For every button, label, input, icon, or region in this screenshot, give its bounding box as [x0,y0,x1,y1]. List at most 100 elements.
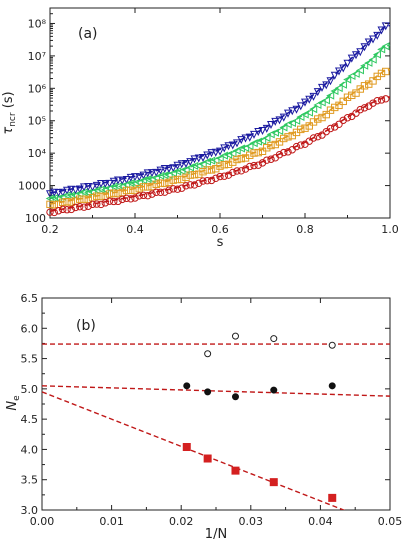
panel-a-data-point [182,182,190,190]
panel-a-data-point [212,165,220,173]
panel-a-data-point [126,179,135,188]
panel-a-data-point [322,110,330,119]
panel-a-data-point [258,126,267,135]
panel-a-data-point [360,43,369,52]
panel-a-data-point [105,184,114,193]
panel-a-data-point [84,183,93,192]
panel-a-data-point [245,142,254,151]
panel-a-data-point [152,188,160,196]
panel-a-data-point [229,168,237,177]
panel-a-data-point [321,96,330,105]
panel-a-data-point [194,154,203,163]
panel-b-x-tick-label: 0.05 [378,515,403,528]
panel-a-data-point [292,105,301,114]
panel-a-data-point [356,48,365,57]
panel-a-data-point [186,181,194,189]
panel-a-data-point [215,147,225,156]
panel-a-data-point [297,141,305,149]
panel-a-data-point [254,148,262,157]
panel-a-data-point [156,179,165,187]
panel-a-data-point [280,148,288,157]
panel-a-y-tick-label: 10⁷ [28,50,46,63]
panel-a-data-point [173,185,182,193]
panel-a-data-point [270,128,279,137]
panel-a-data-point [67,198,75,206]
panel-a-data-point [165,186,173,194]
panel-a-y-tick-label: 10⁶ [28,82,47,95]
panel-b-data-point [231,393,239,401]
panel-a-data-point [279,113,288,122]
panel-a-data-point [156,188,165,196]
panel-a-data-point [296,112,305,121]
panel-a-data-point [228,141,237,150]
panel-b-y-tick-label: 5.5 [21,353,39,366]
panel-a-data-point [339,116,347,124]
panel-a-data-point [88,183,97,192]
panel-a-data-point [45,194,54,203]
panel-a-data-point [267,141,275,150]
panel-a-data-point [97,192,105,201]
panel-b-data-point [203,454,212,463]
panel-a-data-point [339,97,347,106]
panel-b-x-tick-label: 0.00 [30,515,55,528]
panel-a-data-point [360,82,369,90]
panel-a-data-point [139,191,148,200]
panel-a-data-point [296,102,305,111]
panel-a-data-point [131,194,139,202]
panel-a-data-point [360,61,369,70]
panel-a-data-point [207,166,216,174]
panel-a-x-tick-label: 1.0 [381,223,399,236]
panel-a-data-point [45,190,55,199]
panel-a-data-point [237,167,245,175]
panel-a-x-tick-label: 0.8 [296,223,314,236]
panel-a-data-point [50,208,58,217]
panel-a-data-point [245,133,254,142]
panel-a-data-point [127,195,135,203]
panel-a-data-point [147,169,157,178]
panel-a-data-point [139,171,148,180]
panel-a-data-point [139,183,148,191]
panel-a-data-point [343,93,352,101]
panel-a-data-point [203,166,211,174]
panel-a-data-point [275,116,284,125]
panel-a-data-point [152,180,160,189]
panel-a-data-point [317,98,326,107]
panel-a-y-tick-label: 1000 [18,180,46,193]
panel-a-data-point [118,195,126,204]
panel-a-y-tick-label: 10⁸ [28,17,47,30]
panel-a-data-point [326,91,335,100]
panel-a-data-point [203,151,212,160]
panel-a-data-point [96,179,106,188]
panel-b-data-point [328,382,336,390]
panel-b-y-tick-label: 3.0 [21,504,39,517]
panel-a-data-point [79,188,88,197]
panel-a-data-point [76,195,84,203]
panel-a-y-tick-label: 10⁴ [28,147,47,160]
panel-a-data-point [63,197,71,206]
panel-b-y-axis-label: Ne [5,395,22,411]
panel-a-data-point [181,159,191,169]
panel-a-data-point [335,101,343,110]
panel-b-data-point [182,443,191,452]
panel-a-data-point [246,151,254,159]
panel-a-data-point [71,203,80,212]
panel-a-data-point [271,140,279,149]
panel-a-data-point [198,160,207,169]
panel-b-label: (b) [76,318,96,334]
panel-a-data-point [343,75,352,84]
panel-a-data-point [169,185,177,193]
panel-a-data-point [279,123,288,132]
panel-a-data-point [335,120,343,128]
panel-a-data-point [322,81,331,90]
panel-a-data-point [369,77,377,85]
panel-a-data-point [211,156,220,165]
panel-a-data-point [105,197,114,205]
panel-a-data-point [195,179,203,187]
panel-a-data-point [220,161,228,169]
panel-a-data-point [186,171,194,179]
panel-a-data-point [216,162,224,170]
panel-a-data-point [190,155,199,164]
panel-a-data-point [199,168,207,176]
panel-a-y-tick-label: 10⁵ [28,115,46,128]
panel-a-data-point [246,162,254,171]
